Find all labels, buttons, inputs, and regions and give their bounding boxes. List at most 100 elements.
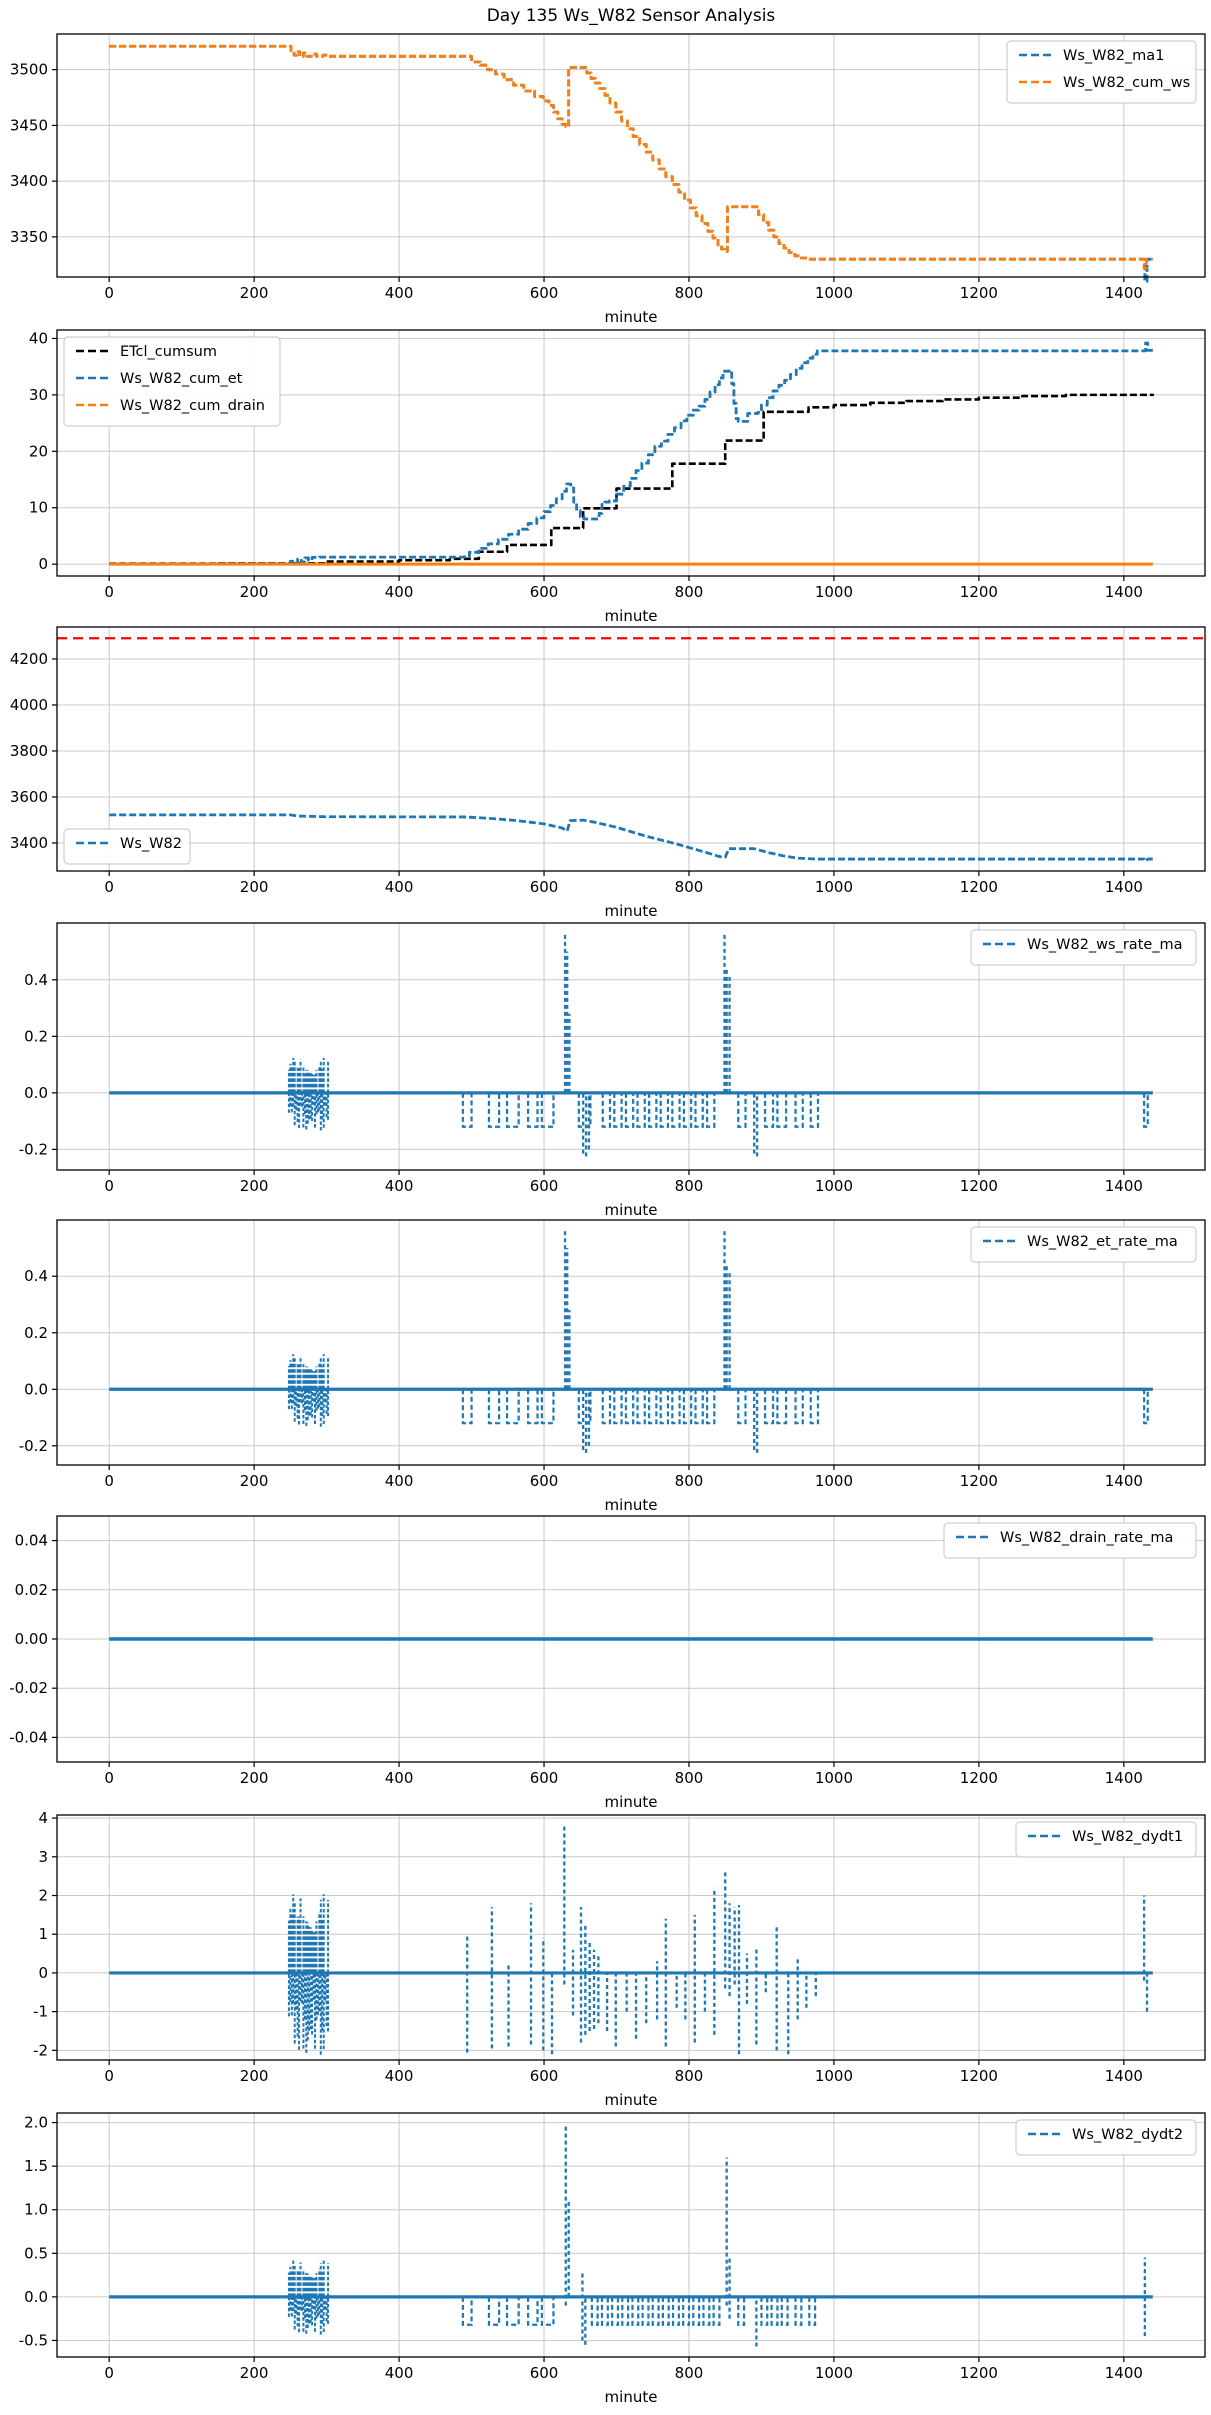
x-tick-label: 600 bbox=[530, 1769, 559, 1787]
y-tick-label: 3800 bbox=[10, 742, 48, 760]
y-tick-label: -0.02 bbox=[9, 1679, 48, 1697]
tick-labels: 0 200 400 600 800 1000 1200 1400 -0.5 0.0 0.5 1.0 1.… bbox=[19, 2114, 1143, 2382]
y-tick-label: 4 bbox=[38, 1809, 48, 1827]
spike-events bbox=[564, 2124, 1146, 2347]
x-tick-label: 0 bbox=[104, 2364, 114, 2382]
x-tick-label: 1000 bbox=[815, 1177, 853, 1195]
pulse-train bbox=[461, 1092, 1149, 1128]
y-tick-label: 0.4 bbox=[24, 1267, 48, 1285]
x-tick-label: 0 bbox=[104, 2067, 114, 2085]
legend-label-Ws_W82_et_rate_ma: Ws_W82_et_rate_ma bbox=[1027, 1234, 1178, 1250]
y-tick-label: 4000 bbox=[10, 696, 48, 714]
x-tick-label: 1000 bbox=[815, 2067, 853, 2085]
x-tick-label: 800 bbox=[675, 2067, 704, 2085]
y-tick-label: 0.0 bbox=[24, 1380, 48, 1398]
x-tick-label: 800 bbox=[675, 284, 704, 302]
x-tick-label: 1000 bbox=[815, 1769, 853, 1787]
y-tick-label: 20 bbox=[29, 442, 48, 460]
tick-labels: 0 200 400 600 800 1000 1200 1400 -0.2 0.0 0.2 0.4 bbox=[19, 1267, 1143, 1490]
x-tick-label: 600 bbox=[530, 583, 559, 601]
y-tick-label: 1.0 bbox=[24, 2201, 48, 2219]
y-tick-label: 0 bbox=[38, 1964, 48, 1982]
series-group bbox=[109, 934, 1153, 1157]
x-tick-label: 400 bbox=[385, 284, 414, 302]
axes-border bbox=[56, 329, 1206, 577]
x-tick-label: 800 bbox=[675, 878, 704, 896]
x-tick-label: 600 bbox=[530, 1472, 559, 1490]
x-tick-label: 1400 bbox=[1105, 2067, 1143, 2085]
pulse-train bbox=[461, 2296, 817, 2326]
subplot-water-storage-rate-ma: 0 200 400 600 800 1000 1200 1400 -0.2 0.0 0.2 0.4 mi… bbox=[19, 922, 1206, 1219]
x-tick-label: 1400 bbox=[1105, 583, 1143, 601]
tick-labels: 0 200 400 600 800 1000 1200 1400 3350 3400 3450 350… bbox=[10, 61, 1143, 302]
x-tick-label: 0 bbox=[104, 878, 114, 896]
x-tick-label: 1000 bbox=[815, 1472, 853, 1490]
x-axis-label: minute bbox=[605, 1793, 658, 1811]
legend-label-Ws_W82_cum_ws: Ws_W82_cum_ws bbox=[1063, 75, 1190, 91]
x-tick-label: 1200 bbox=[960, 1769, 998, 1787]
series-group bbox=[109, 341, 1155, 566]
x-tick-label: 200 bbox=[240, 1769, 269, 1787]
y-tick-label: -0.2 bbox=[19, 1437, 48, 1455]
y-tick-label: 30 bbox=[29, 386, 48, 404]
x-axis-label: minute bbox=[605, 308, 658, 326]
tick-labels: 0 200 400 600 800 1000 1200 1400 3400 3600 3800 400… bbox=[10, 650, 1143, 896]
y-tick-label: 3450 bbox=[10, 116, 48, 134]
legend-label-Ws_W82_ma1: Ws_W82_ma1 bbox=[1063, 48, 1164, 64]
legend: ETcl_cumsum Ws_W82_cum_et Ws_W82_cum_drain bbox=[63, 336, 281, 427]
legend-label-ETcl_cumsum: ETcl_cumsum bbox=[120, 344, 217, 360]
x-axis-label: minute bbox=[605, 902, 658, 920]
y-tick-label: 0.00 bbox=[15, 1630, 48, 1648]
x-tick-label: 200 bbox=[240, 583, 269, 601]
y-tick-label: -0.04 bbox=[9, 1728, 48, 1746]
subplot-second-derivative: 0 200 400 600 800 1000 1200 1400 -0.5 0.0 0.5 1.0 1.… bbox=[19, 2112, 1206, 2406]
x-tick-label: 1400 bbox=[1105, 1769, 1143, 1787]
x-tick-label: 1200 bbox=[960, 2364, 998, 2382]
legend-label-Ws_W82_dydt1: Ws_W82_dydt1 bbox=[1072, 1829, 1183, 1845]
legend-label-Ws_W82_ws_rate_ma: Ws_W82_ws_rate_ma bbox=[1027, 937, 1183, 953]
x-tick-label: 0 bbox=[104, 1472, 114, 1490]
x-tick-label: 800 bbox=[675, 1177, 704, 1195]
legend: Ws_W82_ws_rate_ma bbox=[970, 929, 1197, 966]
x-tick-label: 200 bbox=[240, 2067, 269, 2085]
y-tick-label: -2 bbox=[33, 2041, 48, 2059]
x-tick-label: 1200 bbox=[960, 878, 998, 896]
y-tick-label: 0.2 bbox=[24, 1027, 48, 1045]
spike-events bbox=[563, 1231, 759, 1453]
legend: Ws_W82 bbox=[63, 828, 191, 865]
series-group bbox=[109, 44, 1153, 283]
y-tick-label: 3 bbox=[38, 1848, 48, 1866]
figure-title: Day 135 Ws_W82 Sensor Analysis bbox=[487, 6, 776, 26]
x-tick-label: 1200 bbox=[960, 2067, 998, 2085]
x-tick-label: 0 bbox=[104, 583, 114, 601]
x-tick-label: 0 bbox=[104, 1769, 114, 1787]
x-axis-label: minute bbox=[605, 1201, 658, 1219]
x-tick-label: 1400 bbox=[1105, 878, 1143, 896]
x-tick-label: 600 bbox=[530, 878, 559, 896]
y-tick-label: 0.4 bbox=[24, 971, 48, 989]
series-path bbox=[109, 44, 1153, 283]
noise-cluster bbox=[287, 1057, 330, 1131]
y-tick-label: 0.04 bbox=[15, 1532, 48, 1550]
series-group bbox=[109, 1231, 1153, 1453]
series-group bbox=[109, 1826, 1153, 2055]
y-tick-label: 3600 bbox=[10, 788, 48, 806]
x-tick-label: 1000 bbox=[815, 2364, 853, 2382]
x-tick-label: 0 bbox=[104, 1177, 114, 1195]
x-tick-label: 800 bbox=[675, 1769, 704, 1787]
legend-label-Ws_W82_cum_et: Ws_W82_cum_et bbox=[120, 371, 243, 387]
x-tick-label: 200 bbox=[240, 2364, 269, 2382]
y-tick-label: -0.5 bbox=[19, 2331, 48, 2349]
x-tick-label: 400 bbox=[385, 2067, 414, 2085]
pulse-train bbox=[461, 1389, 1149, 1425]
x-tick-label: 1000 bbox=[815, 878, 853, 896]
subplot-cumulative-et-and-drain: 0 200 400 600 800 1000 1200 1400 0 10 20 30 40 minute… bbox=[29, 329, 1206, 625]
series-group bbox=[57, 637, 1205, 863]
y-tick-label: 0 bbox=[38, 555, 48, 573]
x-tick-label: 200 bbox=[240, 1177, 269, 1195]
axes-border bbox=[56, 1814, 1206, 2061]
legend-label-Ws_W82_dydt2: Ws_W82_dydt2 bbox=[1072, 2127, 1183, 2143]
y-tick-label: 0.2 bbox=[24, 1324, 48, 1342]
